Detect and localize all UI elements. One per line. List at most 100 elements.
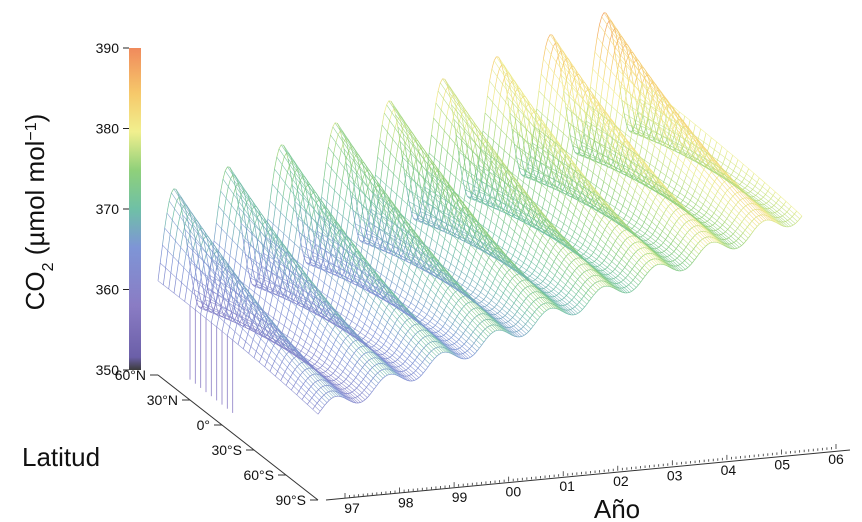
surface-line-lat bbox=[353, 309, 357, 316]
surface-line-lat bbox=[545, 285, 549, 288]
surface-line-lat bbox=[262, 311, 266, 317]
surface-line-lat bbox=[284, 354, 287, 358]
surface-line-lat bbox=[719, 224, 723, 228]
surface-line-lat bbox=[688, 209, 692, 212]
surface-line-lat bbox=[504, 312, 508, 316]
surface-line-lat bbox=[676, 255, 680, 259]
surface-line-lat bbox=[415, 367, 419, 371]
surface-line-lat bbox=[406, 375, 410, 377]
surface-line-lat bbox=[633, 251, 637, 255]
surface-line-lat bbox=[460, 296, 464, 299]
surface-line-lat bbox=[645, 196, 649, 202]
surface-line-lat bbox=[369, 391, 373, 396]
surface-line-lat bbox=[735, 159, 739, 166]
surface-line-lat bbox=[405, 293, 409, 300]
surface-line-lat bbox=[340, 329, 343, 333]
surface-line-lat bbox=[531, 201, 535, 207]
surface-line-lat bbox=[424, 314, 428, 318]
surface-line-lat bbox=[289, 273, 293, 280]
surface-line-lat bbox=[403, 334, 406, 339]
surface-line-lat bbox=[507, 245, 511, 252]
surface-line-lat bbox=[337, 363, 341, 368]
surface-line-lat bbox=[564, 233, 568, 238]
surface-line-lat bbox=[711, 149, 715, 157]
surface-line-lat bbox=[658, 203, 662, 208]
surface-line-lat bbox=[303, 281, 307, 291]
surface-line-lat bbox=[570, 251, 573, 253]
surface-line-lat bbox=[433, 261, 437, 268]
surface-line-lat bbox=[719, 184, 723, 188]
surface-line-lat bbox=[346, 311, 349, 318]
surface-line-lat bbox=[431, 314, 435, 319]
surface-line-lat bbox=[707, 242, 711, 245]
surface-line-lat bbox=[709, 185, 713, 191]
surface-line-lat bbox=[470, 291, 474, 295]
surface-line-lat bbox=[346, 385, 350, 388]
surface-line-lat bbox=[437, 318, 441, 323]
surface-line-lat bbox=[633, 287, 637, 290]
surface-line-lat bbox=[446, 339, 450, 341]
surface-line-lat bbox=[306, 350, 309, 355]
surface-line-lat bbox=[520, 326, 524, 330]
surface-line-lat bbox=[668, 203, 671, 207]
surface-line-lat bbox=[728, 198, 731, 203]
surface-line-lat bbox=[359, 281, 363, 287]
surface-line-lat bbox=[543, 245, 546, 252]
surface-line-lat bbox=[688, 219, 692, 221]
surface-line-lat bbox=[638, 257, 642, 261]
surface-line-lat bbox=[340, 341, 344, 346]
surface-line-lat bbox=[429, 318, 433, 322]
surface-line-lat bbox=[513, 324, 516, 327]
surface-line-lat bbox=[675, 208, 679, 211]
surface-line-lat bbox=[782, 213, 785, 217]
surface-line-lat bbox=[522, 241, 526, 248]
surface-line-lat bbox=[550, 247, 554, 252]
surface-line-lat bbox=[630, 213, 634, 219]
surface-line-lat bbox=[652, 230, 656, 235]
surface-line-lat bbox=[657, 100, 661, 111]
surface-line-lat bbox=[546, 180, 550, 190]
surface-line-lat bbox=[339, 265, 342, 274]
surface-line-lat bbox=[505, 321, 509, 324]
surface-line-lat bbox=[505, 284, 509, 290]
surface-line-lat bbox=[539, 235, 543, 241]
surface-line-lat bbox=[350, 297, 354, 305]
surface-line-lat bbox=[554, 176, 558, 186]
surface-line-lat bbox=[614, 133, 618, 143]
surface-line-lat bbox=[636, 164, 639, 169]
surface-line-lat bbox=[427, 321, 431, 325]
surface-line-lat bbox=[422, 358, 425, 363]
surface-line-lat bbox=[372, 365, 375, 368]
surface-line-lat bbox=[674, 147, 677, 152]
surface-line-lat bbox=[457, 347, 460, 350]
surface-line-lat bbox=[506, 297, 510, 303]
surface-line-lat bbox=[459, 226, 463, 234]
surface-line-lat bbox=[201, 261, 205, 273]
surface-line-lat bbox=[742, 197, 745, 199]
surface-line-lat bbox=[699, 174, 702, 180]
surface-line-lat bbox=[410, 363, 413, 367]
surface-line-lat bbox=[686, 254, 690, 259]
surface-line-lat bbox=[653, 212, 657, 218]
surface-line-lat bbox=[477, 212, 481, 223]
surface-line-lat bbox=[563, 216, 567, 224]
surface-line-lat bbox=[628, 218, 632, 223]
surface-line-lat bbox=[539, 314, 543, 318]
surface-line-lat bbox=[573, 258, 577, 261]
surface-line-lat bbox=[518, 210, 522, 218]
surface-line-lat bbox=[376, 382, 379, 387]
surface-line-lat bbox=[460, 246, 464, 254]
surface-line-lat bbox=[617, 194, 621, 202]
surface-line-lat bbox=[591, 275, 595, 277]
surface-line-lat bbox=[785, 220, 788, 222]
surface-line-lat bbox=[358, 346, 361, 349]
surface-line-lat bbox=[778, 196, 781, 201]
surface-line-lat bbox=[448, 263, 452, 271]
surface-line-lat bbox=[600, 286, 603, 289]
surface-line-lat bbox=[411, 310, 415, 314]
surface-line-lat bbox=[584, 270, 587, 273]
surface-line-lat bbox=[289, 360, 293, 364]
surface-line-lat bbox=[697, 195, 701, 201]
surface-line-lat bbox=[533, 299, 537, 302]
surface-line-lat bbox=[674, 138, 678, 146]
